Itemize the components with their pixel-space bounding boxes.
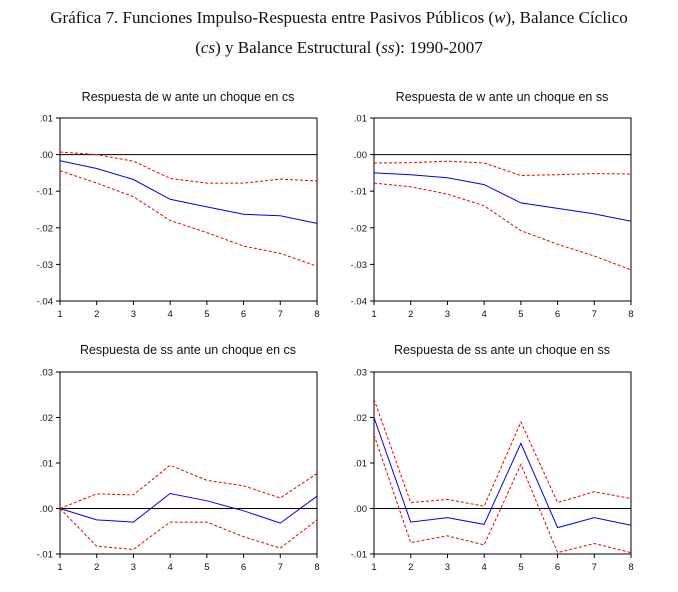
x-tick-label: 7	[278, 309, 283, 320]
x-tick-label: 3	[445, 562, 450, 573]
plot-frame	[59, 117, 318, 302]
title-text-a: Gráfica 7. Funciones Impulso-Respuesta e…	[50, 8, 495, 27]
y-tick-label: .00	[354, 504, 367, 515]
x-tick-label: 8	[314, 309, 319, 320]
x-tick-label: 1	[371, 562, 376, 573]
y-tick-label: .01	[40, 459, 53, 470]
y-tick-label: -.04	[37, 297, 53, 308]
x-tick-label: 5	[518, 562, 523, 573]
y-tick-label: .00	[40, 504, 53, 515]
series-upper	[59, 151, 318, 184]
y-tick-label: .02	[354, 413, 367, 424]
title-var-cs: cs	[200, 38, 216, 57]
x-tick-label: 5	[518, 309, 523, 320]
figure-title-line-1: Gráfica 7. Funciones Impulso-Respuesta e…	[0, 8, 678, 28]
series-upper	[373, 399, 632, 507]
plot-frame	[373, 117, 632, 302]
y-tick-label: -.01	[351, 187, 367, 198]
series-response	[373, 172, 632, 222]
plot-frame	[59, 371, 318, 555]
chart-panel-3: Respuesta de ss ante un choque en cs .03.…	[37, 343, 320, 573]
y-tick-label: .03	[354, 368, 367, 379]
x-tick-label: 2	[94, 562, 99, 573]
y-tick-label: -.02	[37, 223, 53, 234]
chart-panel-4: Respuesta de ss ante un choque en ss .03.…	[351, 343, 634, 573]
x-tick-label: 6	[241, 309, 246, 320]
chart-title: Respuesta de w ante un choque en ss	[396, 90, 609, 104]
series-lower	[373, 182, 632, 271]
x-tick-label: 7	[592, 309, 597, 320]
x-tick-label: 1	[57, 309, 62, 320]
y-tick-label: .00	[354, 150, 367, 161]
series-lower	[59, 170, 318, 267]
x-tick-label: 2	[408, 562, 413, 573]
figure-title-line-2: (cs) y Balance Estructural (ss): 1990-20…	[0, 38, 678, 58]
title-var-w: w	[494, 8, 506, 27]
y-tick-label: .01	[354, 114, 367, 125]
title-text-b: ), Balance Cíclico	[505, 8, 628, 27]
x-tick-label: 4	[167, 309, 172, 320]
x-tick-label: 5	[204, 562, 209, 573]
series-response	[373, 417, 632, 529]
x-tick-label: 2	[408, 309, 413, 320]
x-tick-label: 6	[555, 562, 560, 573]
x-tick-label: 8	[628, 309, 633, 320]
y-tick-label: -.01	[37, 187, 53, 198]
title-text-d: ) y Balance Estructural (	[215, 38, 382, 57]
y-tick-label: -.02	[351, 223, 367, 234]
x-tick-label: 5	[204, 309, 209, 320]
chart-panel-1: Respuesta de w ante un choque en cs .01 .0…	[37, 90, 320, 320]
series-response	[59, 160, 318, 224]
x-tick-label: 1	[57, 562, 62, 573]
x-tick-label: 3	[131, 309, 136, 320]
title-var-ss: ss	[381, 38, 395, 57]
series-upper	[373, 160, 632, 177]
x-tick-label: 4	[481, 309, 486, 320]
series-lower	[59, 508, 318, 551]
x-tick-label: 7	[592, 562, 597, 573]
x-tick-label: 6	[555, 309, 560, 320]
x-tick-label: 7	[278, 562, 283, 573]
y-tick-label: -.01	[37, 550, 53, 561]
title-text-c: (	[195, 38, 201, 57]
chart-panel-2: Respuesta de w ante un choque en ss .01 .0…	[351, 90, 634, 320]
series-upper	[59, 464, 318, 509]
y-tick-label: -.03	[37, 260, 53, 271]
chart-title: Respuesta de w ante un choque en cs	[82, 90, 295, 104]
x-tick-label: 4	[481, 562, 486, 573]
x-tick-label: 3	[131, 562, 136, 573]
chart-title: Respuesta de ss ante un choque en cs	[80, 343, 296, 357]
x-tick-label: 3	[445, 309, 450, 320]
y-tick-label: .01	[40, 114, 53, 125]
y-tick-label: -.01	[351, 550, 367, 561]
y-tick-label: .02	[40, 413, 53, 424]
y-tick-label: -.04	[351, 297, 367, 308]
y-tick-label: -.03	[351, 260, 367, 271]
x-tick-label: 2	[94, 309, 99, 320]
series-lower	[373, 434, 632, 554]
chart-title: Respuesta de ss ante un choque en ss	[394, 343, 610, 357]
x-tick-label: 8	[314, 562, 319, 573]
x-tick-label: 4	[167, 562, 172, 573]
title-text-e: ): 1990-2007	[394, 38, 483, 57]
x-tick-label: 1	[371, 309, 376, 320]
series-response	[59, 492, 318, 524]
x-tick-label: 6	[241, 562, 246, 573]
y-tick-label: .00	[40, 150, 53, 161]
x-tick-label: 8	[628, 562, 633, 573]
y-tick-label: .03	[40, 368, 53, 379]
y-tick-label: .01	[354, 459, 367, 470]
